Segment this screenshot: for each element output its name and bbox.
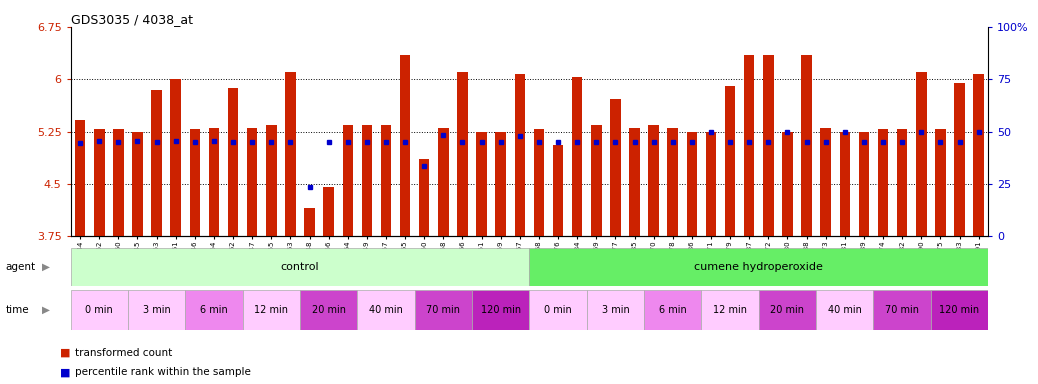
Text: 6 min: 6 min — [200, 305, 227, 315]
Bar — [472, 290, 529, 330]
Bar — [515, 74, 525, 236]
Bar — [534, 129, 544, 236]
Text: percentile rank within the sample: percentile rank within the sample — [75, 367, 250, 377]
Bar — [227, 88, 239, 236]
Bar — [343, 124, 353, 236]
Bar — [361, 124, 373, 236]
Text: 0 min: 0 min — [544, 305, 572, 315]
Text: 40 min: 40 min — [828, 305, 862, 315]
Bar — [381, 124, 391, 236]
Text: 20 min: 20 min — [311, 305, 346, 315]
Bar — [94, 129, 105, 236]
Bar — [801, 55, 812, 236]
Bar — [209, 128, 219, 236]
Text: cumene hydroperoxide: cumene hydroperoxide — [694, 262, 823, 272]
Text: agent: agent — [5, 262, 35, 272]
Text: 120 min: 120 min — [481, 305, 521, 315]
Bar — [113, 129, 124, 236]
Bar — [324, 187, 334, 236]
Bar — [419, 159, 430, 236]
Bar — [816, 290, 873, 330]
Bar — [586, 290, 644, 330]
Bar — [820, 128, 831, 236]
Text: ■: ■ — [60, 348, 71, 358]
Bar — [400, 55, 410, 236]
Bar — [75, 120, 85, 236]
Bar — [873, 290, 931, 330]
Text: 6 min: 6 min — [659, 305, 686, 315]
Bar — [128, 290, 185, 330]
Text: 12 min: 12 min — [713, 305, 747, 315]
Bar — [71, 248, 529, 286]
Bar — [71, 290, 128, 330]
Text: ▶: ▶ — [42, 305, 50, 315]
Bar — [759, 290, 816, 330]
Bar — [878, 129, 889, 236]
Bar — [763, 55, 773, 236]
Bar — [185, 290, 243, 330]
Bar — [438, 128, 448, 236]
Text: 3 min: 3 min — [143, 305, 170, 315]
Text: 120 min: 120 min — [939, 305, 980, 315]
Bar — [357, 290, 414, 330]
Text: ■: ■ — [60, 367, 71, 377]
Text: time: time — [5, 305, 29, 315]
Text: 3 min: 3 min — [602, 305, 629, 315]
Bar — [132, 132, 143, 236]
Bar — [529, 248, 988, 286]
Bar — [610, 99, 621, 236]
Bar — [629, 128, 639, 236]
Bar — [170, 79, 181, 236]
Bar — [706, 132, 716, 236]
Bar — [744, 55, 755, 236]
Bar — [190, 129, 200, 236]
Bar — [667, 128, 678, 236]
Bar — [931, 290, 988, 330]
Bar — [285, 72, 296, 236]
Bar — [974, 74, 984, 236]
Text: transformed count: transformed count — [75, 348, 172, 358]
Text: 20 min: 20 min — [770, 305, 804, 315]
Bar — [495, 132, 506, 236]
Text: 40 min: 40 min — [370, 305, 403, 315]
Bar — [649, 124, 659, 236]
Bar — [954, 83, 964, 236]
Bar — [414, 290, 472, 330]
Text: control: control — [280, 262, 320, 272]
Bar — [725, 86, 735, 236]
Bar — [243, 290, 300, 330]
Text: 12 min: 12 min — [254, 305, 289, 315]
Bar — [247, 128, 257, 236]
Bar — [476, 132, 487, 236]
Bar — [457, 72, 468, 236]
Bar — [266, 124, 276, 236]
Bar — [935, 129, 946, 236]
Text: 0 min: 0 min — [85, 305, 113, 315]
Bar — [702, 290, 759, 330]
Bar — [897, 129, 907, 236]
Text: 70 min: 70 min — [427, 305, 461, 315]
Bar — [300, 290, 357, 330]
Bar — [152, 90, 162, 236]
Bar — [572, 77, 582, 236]
Bar — [783, 132, 793, 236]
Bar — [553, 146, 564, 236]
Bar — [591, 124, 602, 236]
Bar — [304, 208, 315, 236]
Text: GDS3035 / 4038_at: GDS3035 / 4038_at — [71, 13, 193, 26]
Text: ▶: ▶ — [42, 262, 50, 272]
Bar — [644, 290, 702, 330]
Text: 70 min: 70 min — [885, 305, 920, 315]
Bar — [858, 132, 869, 236]
Bar — [686, 132, 698, 236]
Bar — [529, 290, 586, 330]
Bar — [840, 132, 850, 236]
Bar — [916, 72, 927, 236]
